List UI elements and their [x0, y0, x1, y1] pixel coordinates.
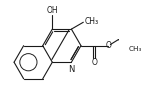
- Text: N: N: [69, 65, 75, 74]
- Text: CH₃: CH₃: [84, 17, 98, 26]
- Text: O: O: [106, 41, 111, 50]
- Text: OH: OH: [47, 6, 58, 15]
- Text: O: O: [92, 58, 98, 67]
- Text: CH₃: CH₃: [129, 46, 141, 52]
